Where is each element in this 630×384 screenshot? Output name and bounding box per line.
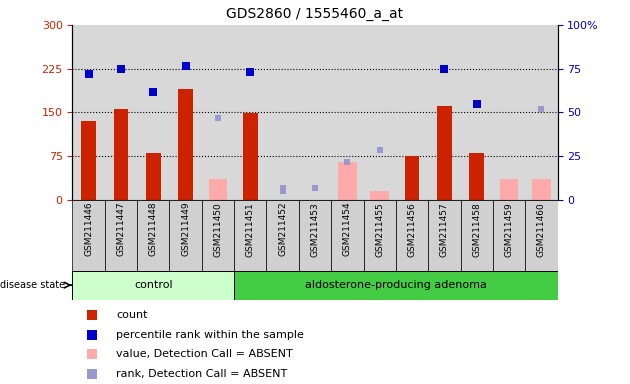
Text: aldosterone-producing adenoma: aldosterone-producing adenoma — [305, 280, 487, 290]
Text: GSM211456: GSM211456 — [408, 202, 416, 257]
Bar — [81, 121, 96, 200]
Bar — [370, 191, 389, 200]
Bar — [202, 200, 234, 271]
Bar — [331, 200, 364, 271]
Bar — [234, 200, 266, 271]
Bar — [209, 179, 227, 200]
Text: GSM211449: GSM211449 — [181, 202, 190, 257]
Text: value, Detection Call = ABSENT: value, Detection Call = ABSENT — [116, 349, 293, 359]
Bar — [243, 114, 258, 200]
Text: GSM211452: GSM211452 — [278, 202, 287, 257]
Bar — [72, 271, 234, 300]
Bar — [146, 153, 161, 200]
Bar — [364, 200, 396, 271]
Bar — [105, 200, 137, 271]
Bar — [338, 162, 357, 200]
Text: GSM211450: GSM211450 — [214, 202, 222, 257]
Bar — [493, 200, 525, 271]
Text: disease state: disease state — [0, 280, 71, 290]
Bar — [461, 200, 493, 271]
Bar — [137, 200, 169, 271]
Text: GSM211458: GSM211458 — [472, 202, 481, 257]
Text: GSM211448: GSM211448 — [149, 202, 158, 257]
Text: GSM211457: GSM211457 — [440, 202, 449, 257]
Text: GSM211451: GSM211451 — [246, 202, 255, 257]
Bar — [234, 271, 558, 300]
Text: GSM211446: GSM211446 — [84, 202, 93, 257]
Text: GSM211459: GSM211459 — [505, 202, 513, 257]
Bar — [72, 200, 105, 271]
Title: GDS2860 / 1555460_a_at: GDS2860 / 1555460_a_at — [226, 7, 404, 21]
Bar — [266, 200, 299, 271]
Bar — [469, 153, 484, 200]
Text: rank, Detection Call = ABSENT: rank, Detection Call = ABSENT — [116, 369, 287, 379]
Bar — [428, 200, 461, 271]
Bar — [169, 200, 202, 271]
Text: GSM211460: GSM211460 — [537, 202, 546, 257]
Bar — [299, 200, 331, 271]
Text: GSM211453: GSM211453 — [311, 202, 319, 257]
Bar — [404, 156, 420, 200]
Text: GSM211454: GSM211454 — [343, 202, 352, 257]
Bar — [178, 89, 193, 200]
Bar — [500, 179, 518, 200]
Text: control: control — [134, 280, 173, 290]
Text: GSM211447: GSM211447 — [117, 202, 125, 257]
Text: percentile rank within the sample: percentile rank within the sample — [116, 330, 304, 340]
Text: count: count — [116, 310, 147, 320]
Bar — [525, 200, 558, 271]
Bar — [113, 109, 129, 200]
Bar — [532, 179, 551, 200]
Bar — [437, 106, 452, 200]
Text: GSM211455: GSM211455 — [375, 202, 384, 257]
Bar — [396, 200, 428, 271]
